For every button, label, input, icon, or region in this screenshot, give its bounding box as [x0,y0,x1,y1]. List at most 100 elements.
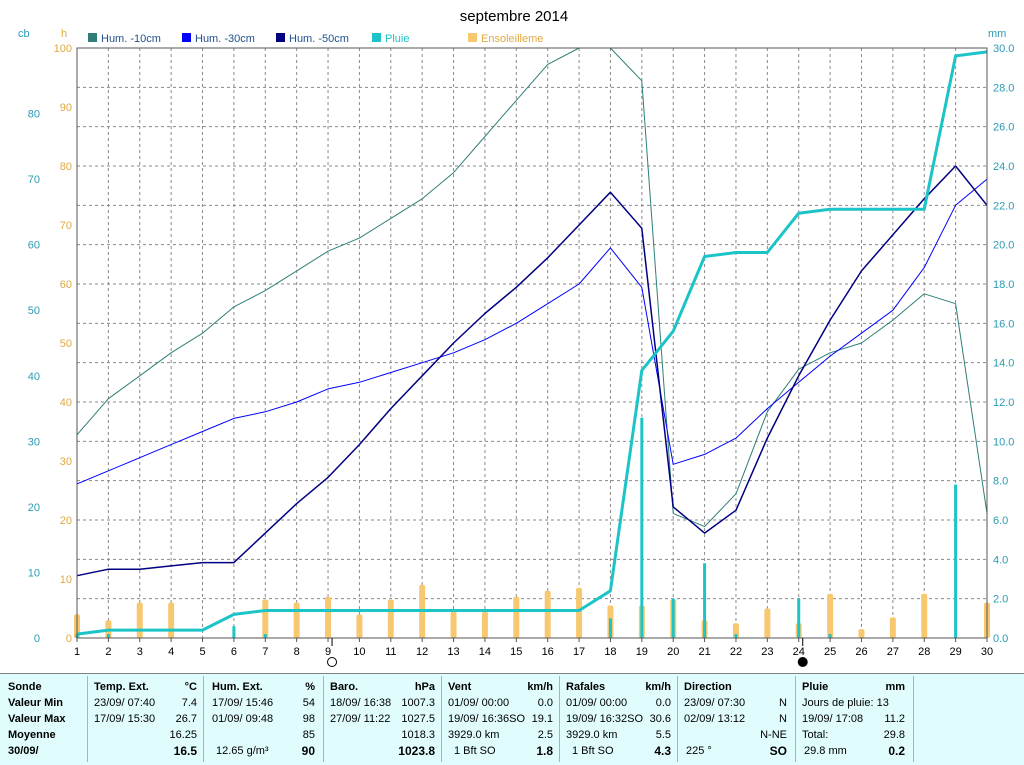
vent-min-value: 0.0 [537,697,553,709]
y-tick-label-h: 20 [60,515,72,527]
x-tick-label: 16 [542,646,554,658]
x-tick-label: 12 [416,646,428,658]
sunshine-bar [576,587,583,638]
hum-min-value: 54 [302,697,315,709]
y-tick-label-h: 10 [60,574,72,586]
row-label-min: Valeur Min [8,697,64,709]
sunshine-bar [764,608,771,638]
y-tick-label-mm: 20.0 [993,240,1014,252]
vent-distance: 3929.0 km [448,729,500,741]
series-line-hum30cm [76,178,988,485]
sunshine-bar [262,599,269,638]
pluie-rain-days: Jours de pluie: 13 [802,697,889,709]
hum-current-value: 90 [301,744,315,758]
x-tick-label: 13 [447,646,459,658]
x-tick-label: 23 [761,646,773,658]
sunshine-bar [168,602,175,638]
vent-header: Vent [448,681,472,693]
x-tick-label: 9 [325,646,331,658]
legend-swatch [88,33,97,42]
series-line-pluie [76,50,988,636]
sunshine-bar [921,593,928,638]
rafales-beaufort: 1 Bft SO [572,745,614,757]
y-tick-label-h: 100 [54,43,72,55]
y-tick-label-mm: 28.0 [993,82,1014,94]
legend-label: Hum. -10cm [101,33,161,45]
rafales-current-value: 4.3 [654,744,671,758]
row-label-max: Valeur Max [8,713,66,725]
y-tick-label-mm: 22.0 [993,200,1014,212]
sunshine-bar [356,614,363,638]
temp-current-value: 16.5 [173,744,197,758]
rain-bar [608,618,612,638]
baro-avg-value: 1018.3 [401,729,435,741]
y-tick-label-cb: 10 [28,567,40,579]
y-tick-label-h: 60 [60,279,72,291]
y-tick-label-h: 70 [60,220,72,232]
y-tick-label-mm: 4.0 [993,554,1008,566]
y-tick-label-mm: 8.0 [993,476,1008,488]
legend-label: Hum. -50cm [289,33,349,45]
baro-min-value: 1007.3 [401,697,435,709]
sunshine-bar [481,611,488,638]
y-tick-label-mm: 0.0 [993,633,1008,645]
x-tick-label: 5 [199,646,205,658]
vent-max-date: 19/09/ 16:36SO [448,713,526,725]
pluie-month-total: 29.8 mm [804,745,847,757]
legend-label: Hum. -30cm [195,33,255,45]
row-label-sonde: Sonde [8,681,42,693]
plot-frame [76,47,988,639]
pluie-header: Pluie [802,681,829,693]
rafales-avg-value: 5.5 [655,729,671,741]
x-tick-label: 28 [918,646,930,658]
hum-max-date: 01/09/ 09:48 [212,713,274,725]
axes [76,47,988,667]
rain-bar [797,598,801,638]
x-tick-label: 21 [698,646,710,658]
pluie-total-value: 29.8 [883,729,905,741]
rafales-unit: km/h [645,681,671,693]
hum-max-value: 98 [302,713,315,725]
x-tick-label: 10 [353,646,365,658]
baro-header: Baro. [330,681,359,693]
rain-bar [263,634,267,638]
x-tick-label: 7 [262,646,268,658]
x-tick-label: 1 [74,646,80,658]
grid [77,47,987,638]
temp-column: Temp. Ext. °C 23/09/ 07:40 7.4 17/09/ 15… [88,676,204,762]
pluie-column: Pluie mm Jours de pluie: 13 19/09/ 17:08… [796,676,914,762]
baro-max-value: 1027.5 [401,713,435,725]
unit-label-cb: cb [18,28,30,40]
y-tick-label-mm: 14.0 [993,358,1014,370]
y-tick-label-mm: 26.0 [993,122,1014,134]
y-tick-label-cb: 70 [28,174,40,186]
legend: Hum. -10cm Hum. -30cm Hum. -50cm Pluie Ensol… [88,33,543,45]
baro-current-value: 1023.8 [398,744,435,758]
sunshine-bar [450,611,457,638]
direction-degrees: 225 ° [686,745,712,757]
legend-swatch [276,33,285,42]
x-tick-label: 17 [573,646,585,658]
y-tick-label-cb: 80 [28,109,40,121]
y-tick-label-cb: 20 [28,502,40,514]
temp-avg-value: 16.25 [169,729,197,741]
y-tick-label-h: 30 [60,456,72,468]
x-tick-label: 11 [385,646,396,658]
series-line-hum10cm [76,47,988,528]
hum-min-date: 17/09/ 15:46 [212,697,274,709]
legend-label: Ensoleilleme [481,33,543,45]
y-tick-label-h: 0 [66,633,72,645]
temp-min-value: 7.4 [181,697,197,709]
rafales-max-value: 30.6 [649,713,671,725]
x-tick-label: 2 [105,646,111,658]
x-tick-label: 18 [604,646,616,658]
x-tick-label: 19 [636,646,648,658]
sunshine-bar [827,593,834,638]
direction-column: Direction 23/09/ 07:30 N 02/09/ 13:12 N … [678,676,796,762]
x-tick-label: 20 [667,646,679,658]
rafales-header: Rafales [566,681,606,693]
y-tick-label-mm: 12.0 [993,397,1014,409]
vent-unit: km/h [527,681,553,693]
unit-label-mm: mm [988,28,1006,40]
rafales-max-date: 19/09/ 16:32SO [566,713,644,725]
